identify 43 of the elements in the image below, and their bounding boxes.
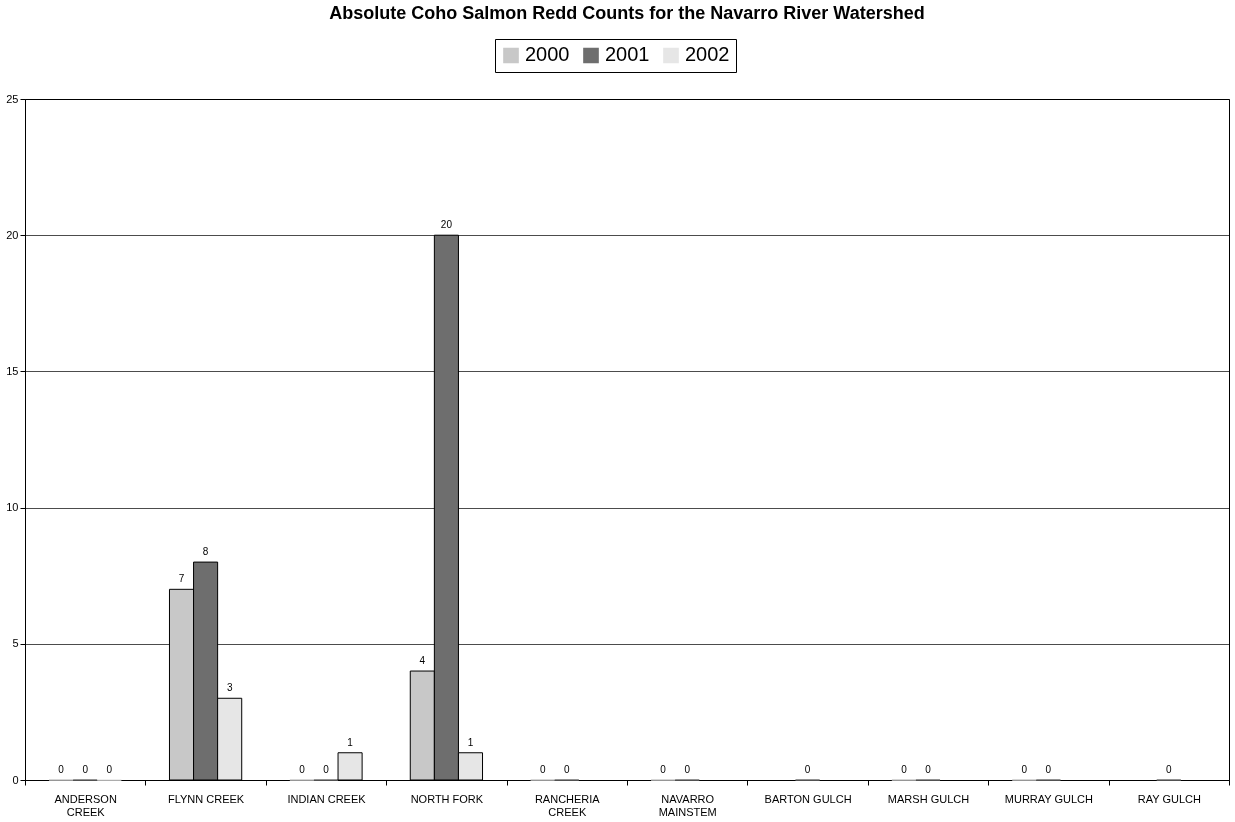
y-tick-label: 0 xyxy=(12,773,19,786)
data-label: 0 xyxy=(1021,764,1028,775)
data-label: 0 xyxy=(299,764,306,775)
data-label: 3 xyxy=(226,682,233,694)
data-label: 1 xyxy=(347,736,354,748)
x-tick-label: NAVARRO MAINSTEM xyxy=(658,792,717,818)
y-tick-label: 10 xyxy=(6,501,19,514)
data-label: 0 xyxy=(323,764,330,775)
bar xyxy=(337,752,363,781)
legend-label: 2000 xyxy=(525,43,570,66)
data-label: 20 xyxy=(440,219,453,231)
x-tick-label: RAY GULCH xyxy=(1137,792,1201,805)
data-label: 0 xyxy=(539,764,546,775)
x-tick-label: MURRAY GULCH xyxy=(1004,792,1094,805)
legend-label: 2002 xyxy=(685,43,730,66)
data-label: 0 xyxy=(58,764,65,775)
x-tick-label: RANCHERIA CREEK xyxy=(534,792,601,818)
x-tick-label: MARSH GULCH xyxy=(887,792,970,805)
data-label: 0 xyxy=(564,764,571,775)
data-label: 0 xyxy=(804,764,811,775)
x-tick-label: FLYNN CREEK xyxy=(168,792,245,805)
data-label: 0 xyxy=(82,764,89,775)
data-label: 1 xyxy=(467,736,474,748)
data-label: 0 xyxy=(925,764,932,775)
data-label: 8 xyxy=(202,546,209,558)
data-label: 7 xyxy=(178,573,185,585)
y-tick-label: 5 xyxy=(12,637,19,650)
x-tick-label: BARTON GULCH xyxy=(764,792,852,805)
chart-title: Absolute Coho Salmon Redd Counts for the Navarro River Watershed xyxy=(329,3,925,23)
data-label: 4 xyxy=(419,655,426,667)
data-label: 0 xyxy=(1045,764,1052,775)
data-label: 0 xyxy=(1166,764,1173,775)
y-tick-label: 20 xyxy=(6,228,19,241)
y-tick-label: 25 xyxy=(6,92,19,105)
data-label: 0 xyxy=(684,764,691,775)
x-tick-label: INDIAN CREEK xyxy=(287,792,367,805)
data-label: 0 xyxy=(660,764,667,775)
data-label: 0 xyxy=(106,764,113,775)
x-tick-label: ANDERSON CREEK xyxy=(54,792,117,818)
x-tick-label: NORTH FORK xyxy=(410,792,484,805)
legend-label: 2001 xyxy=(605,43,650,66)
data-label: 0 xyxy=(901,764,908,775)
y-tick-label: 15 xyxy=(6,364,19,377)
